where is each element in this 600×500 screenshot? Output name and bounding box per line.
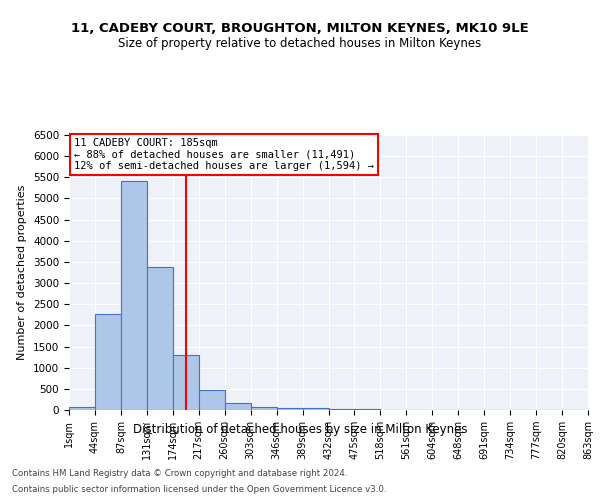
Text: 11, CADEBY COURT, BROUGHTON, MILTON KEYNES, MK10 9LE: 11, CADEBY COURT, BROUGHTON, MILTON KEYN…: [71, 22, 529, 36]
Text: Contains public sector information licensed under the Open Government Licence v3: Contains public sector information licen…: [12, 485, 386, 494]
Bar: [251, 407, 277, 410]
Bar: [355, 409, 380, 410]
Text: 11 CADEBY COURT: 185sqm
← 88% of detached houses are smaller (11,491)
12% of sem: 11 CADEBY COURT: 185sqm ← 88% of detache…: [74, 138, 374, 171]
Bar: [121, 180, 147, 410]
Text: Distribution of detached houses by size in Milton Keynes: Distribution of detached houses by size …: [133, 422, 467, 436]
Bar: [95, 314, 121, 410]
Bar: [199, 390, 224, 410]
Y-axis label: Number of detached properties: Number of detached properties: [17, 185, 28, 360]
Text: Size of property relative to detached houses in Milton Keynes: Size of property relative to detached ho…: [118, 38, 482, 51]
Bar: [225, 404, 251, 410]
Bar: [277, 408, 302, 410]
Text: Contains HM Land Registry data © Crown copyright and database right 2024.: Contains HM Land Registry data © Crown c…: [12, 468, 347, 477]
Bar: [173, 354, 199, 410]
Bar: [69, 407, 95, 410]
Bar: [147, 267, 173, 410]
Bar: [302, 408, 329, 410]
Bar: [329, 408, 355, 410]
